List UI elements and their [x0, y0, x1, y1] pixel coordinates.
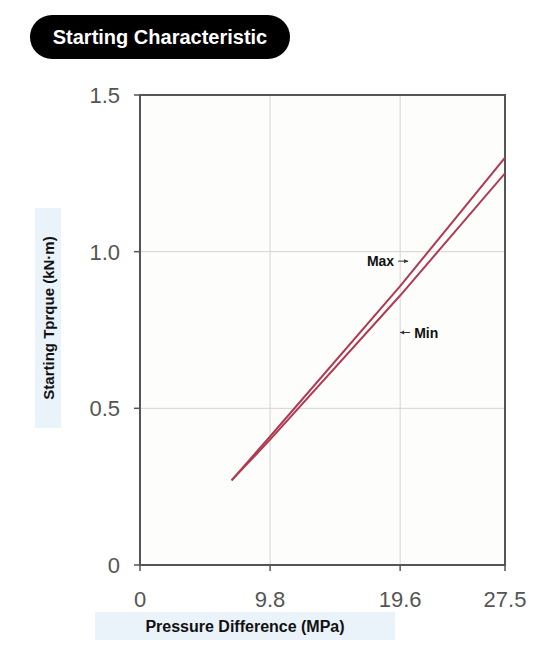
- y-tick: [134, 564, 140, 566]
- series-line: [232, 173, 505, 480]
- y-grid-line: [140, 251, 505, 252]
- y-tick-label: 1.5: [89, 83, 120, 108]
- x-axis-label: Pressure Difference (MPa): [145, 618, 344, 635]
- y-tick: [134, 94, 140, 96]
- x-tick-label: 9.8: [255, 587, 286, 612]
- plot-frame: [140, 95, 505, 565]
- series-label: Min: [414, 325, 438, 341]
- x-label-background: [95, 612, 395, 640]
- y-tick-label: 0.5: [89, 396, 120, 421]
- grid: [140, 95, 505, 565]
- x-tick-label: 19.6: [379, 587, 422, 612]
- y-tick: [134, 251, 140, 253]
- x-tick-label: 27.5: [484, 587, 527, 612]
- y-tick-label: 1.0: [89, 240, 120, 265]
- x-tick: [504, 565, 506, 571]
- lines: [232, 158, 505, 481]
- x-grid-line: [270, 95, 271, 565]
- y-label-group: Starting Tprque (kN·m): [35, 208, 61, 428]
- series-labels: Max Min: [367, 253, 438, 340]
- y-label-background: [35, 208, 61, 428]
- x-tick: [399, 565, 401, 571]
- label-arrowhead: [400, 331, 404, 335]
- series-label: Max: [367, 253, 394, 269]
- y-grid-line: [140, 408, 505, 409]
- x-tick: [269, 565, 271, 571]
- label-arrowhead: [404, 259, 408, 263]
- x-grid-line: [400, 95, 401, 565]
- title-background: [30, 15, 290, 59]
- title: Starting Characteristic: [53, 26, 268, 48]
- series-line: [232, 158, 505, 481]
- y-tick: [134, 408, 140, 410]
- y-axis-label: Starting Tprque (kN·m): [40, 236, 57, 399]
- y-tick-label: 0: [108, 553, 120, 578]
- plot-area: [140, 95, 505, 565]
- x-tick-label: 0: [134, 587, 146, 612]
- title-badge: Starting Characteristic: [30, 15, 290, 59]
- chart: Starting Characteristic 0 9.8 19.6 27.5 0 0.5 1…: [0, 0, 560, 653]
- x-tick: [139, 565, 141, 571]
